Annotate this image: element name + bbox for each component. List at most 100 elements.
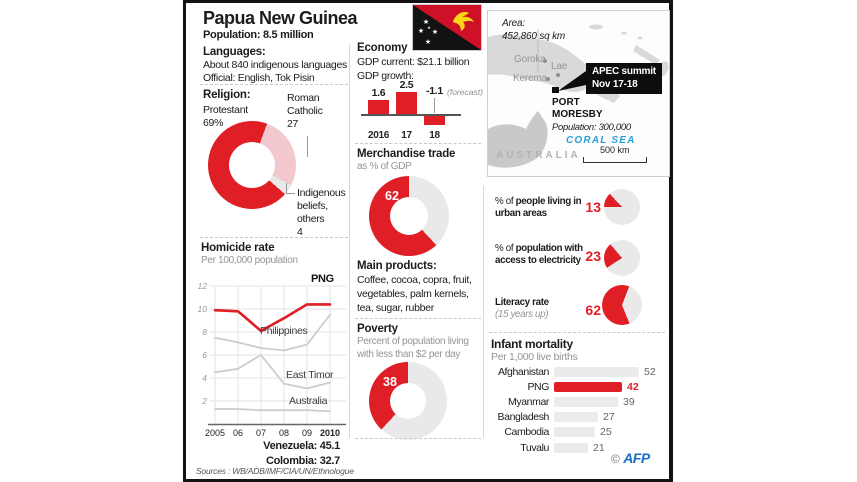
divider [200, 84, 348, 85]
poverty-value: 38 [383, 375, 397, 389]
languages-heading: Languages: [203, 46, 266, 58]
religion-donut-chart [208, 121, 296, 209]
capital-label: PORT MORESBY [552, 97, 603, 120]
main-products-text: Coffee, cocoa, copra, fruit, vegetables,… [357, 274, 472, 314]
svg-text:★: ★ [427, 25, 431, 30]
map-area-label: Area: 452,860 sq km [502, 18, 565, 42]
literacy-pie-chart [602, 285, 642, 325]
gdp-growth-label: GDP growth: [357, 70, 414, 82]
svg-text:07: 07 [256, 428, 266, 438]
stat-electricity-value: 23 [585, 248, 601, 264]
religion-heading: Religion: [203, 89, 251, 101]
frame-top [183, 0, 673, 3]
infant-mortality-subtitle: Per 1,000 live births [491, 351, 578, 363]
svg-text:8: 8 [202, 327, 207, 337]
divider [355, 143, 481, 144]
kerema-dot [546, 77, 550, 81]
svg-text:2010: 2010 [320, 428, 340, 438]
column-divider [483, 186, 484, 438]
series-label-east-timor: East Timor [286, 369, 334, 381]
australia-landmass [488, 111, 548, 168]
copyright-icon: © [611, 452, 620, 466]
png-flag: ★ ★ ★ ★ ★ [412, 4, 482, 51]
series-label-philippines: Philippines [260, 325, 308, 337]
gdp-growth-bar-chart: 1.6 2016 2.5 17 -1.1 (forecast) 18 [357, 76, 483, 146]
main-products-heading: Main products: [357, 260, 437, 272]
png-locator-map: Area: 452,860 sq km Goroka Lae Kerema APE… [487, 10, 670, 177]
australia-label: AUSTRALIA [496, 150, 581, 161]
frame-right [669, 0, 673, 482]
svg-text:12: 12 [198, 281, 207, 291]
divider [200, 237, 348, 238]
im-row: Bangladesh 27 [497, 411, 615, 424]
catholic-leader-line [307, 136, 308, 157]
callout-pointer [558, 71, 586, 91]
stat-electricity-label: % of population with access to electrici… [495, 243, 583, 266]
svg-text:09: 09 [302, 428, 312, 438]
png-flag-svg: ★ ★ ★ ★ ★ [413, 5, 481, 50]
merchandise-value: 62 [385, 189, 399, 203]
svg-text:10: 10 [198, 304, 207, 314]
svg-text:★: ★ [425, 38, 431, 46]
stat-urban-label: % of people living in urban areas [495, 196, 582, 219]
poverty-subtitle: Percent of population living with less t… [357, 336, 469, 360]
sources-line: Sources : WB/ADB/IMF/CIA/UN/Ethnologue [196, 466, 354, 476]
im-row: PNG 42 [527, 380, 639, 393]
stat-literacy-value: 62 [585, 302, 601, 318]
im-row: Tuvalu 21 [520, 441, 605, 454]
merchandise-heading: Merchandise trade [357, 148, 456, 160]
port-moresby-marker [552, 87, 559, 93]
frame-bottom [183, 479, 673, 482]
divider [355, 318, 481, 319]
homicide-subtitle: Per 100,000 population [201, 255, 298, 266]
indigenous-leader-line [286, 183, 295, 194]
map-scale-bar [583, 157, 647, 163]
frame-left [183, 0, 186, 482]
gdp-current-line: GDP current: $21.1 billion [357, 56, 470, 68]
svg-text:2: 2 [201, 396, 207, 406]
goroka-dot [543, 59, 547, 63]
religion-label-protestant: Protestant 69% [203, 104, 248, 129]
religion-label-catholic: Roman Catholic 27 [287, 92, 323, 130]
svg-text:08: 08 [279, 428, 289, 438]
urban-pie-chart [604, 189, 640, 225]
svg-text:6: 6 [202, 350, 207, 360]
svg-text:★: ★ [432, 28, 438, 36]
infant-mortality-bar-chart: Afghanistan 52 PNG 42 Myanmar 39 Bangladesh 27 C… [487, 364, 669, 455]
svg-text:4: 4 [202, 373, 207, 383]
im-row: Afghanistan 52 [497, 365, 656, 378]
im-row: Cambodia 25 [504, 426, 612, 439]
map-scale-label: 500 km [600, 145, 630, 155]
population-line: Population: 8.5 million [203, 29, 314, 41]
homicide-heading: Homicide rate [201, 242, 275, 254]
divider [355, 438, 481, 439]
poverty-heading: Poverty [357, 323, 398, 335]
religion-label-indigenous: Indigenous beliefs, others 4 [297, 187, 346, 238]
poverty-donut-chart: 38 [369, 362, 447, 440]
economy-heading: Economy [357, 42, 408, 54]
annotation-venezuela: Venezuela: 45.1 [263, 440, 340, 452]
divider [489, 332, 665, 333]
city-label-kerema: Kerema [513, 73, 547, 84]
series-label-australia: Australia [289, 395, 328, 407]
column-divider [349, 44, 350, 438]
svg-text:2005: 2005 [205, 428, 225, 438]
merchandise-subtitle: as % of GDP [357, 161, 412, 172]
bird-of-paradise-icon [453, 11, 474, 31]
annotation-colombia: Colombia: 32.7 [265, 455, 340, 467]
afp-logo: AFP [623, 450, 650, 466]
im-row: Myanmar 39 [508, 395, 635, 408]
coral-sea-label: CORAL SEA [566, 135, 636, 146]
svg-text:06: 06 [233, 428, 243, 438]
languages-line2: Official: English, Tok Pisin [203, 72, 315, 84]
infant-mortality-heading: Infant mortality [491, 337, 573, 351]
languages-line1: About 840 indigenous languages [203, 59, 347, 71]
stat-literacy-label: Literacy rate (15 years up) [495, 297, 549, 320]
electricity-pie-chart [604, 240, 640, 276]
lae-dot [556, 73, 560, 77]
homicide-line-chart: 2 4 6 8 10 12 2005 06 07 08 09 2010 PNG Philippines… [198, 271, 350, 441]
city-label-lae: Lae [551, 61, 568, 72]
apec-summit-callout: APEC summit Nov 17-18 [586, 63, 662, 94]
manus-island [589, 24, 603, 30]
